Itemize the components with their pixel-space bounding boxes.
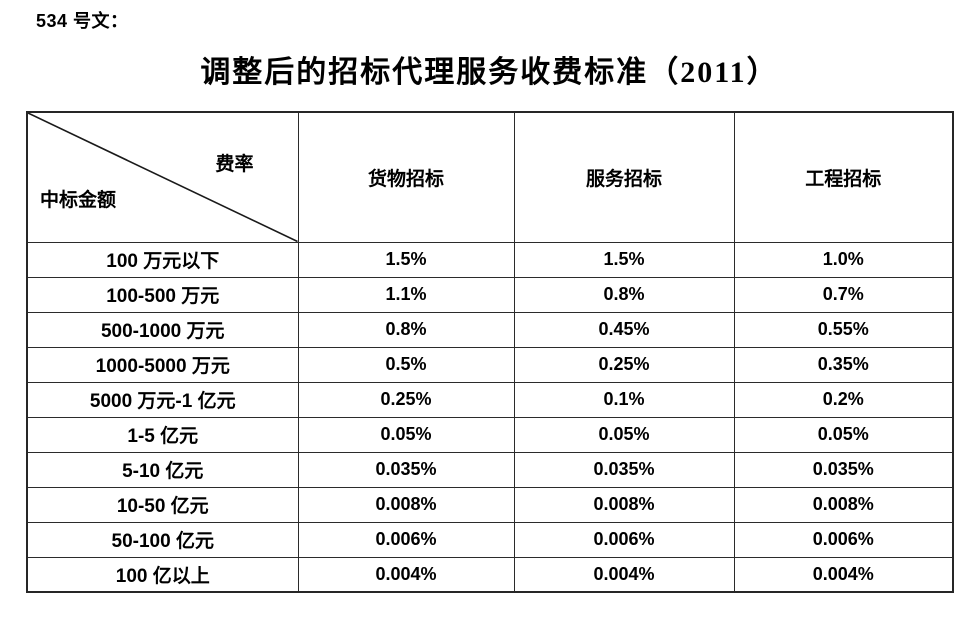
- table-row: 100 亿以上 0.004% 0.004% 0.004%: [26, 556, 954, 593]
- rate-cell: 1.5%: [297, 241, 515, 278]
- row-label: 100 万元以下: [26, 241, 299, 278]
- corner-label-rate: 费率: [215, 154, 254, 175]
- page-title: 调整后的招标代理服务收费标准（2011）: [200, 56, 779, 89]
- table-row: 500-1000 万元 0.8% 0.45% 0.55%: [26, 311, 954, 348]
- diagonal-divider-line: [28, 113, 298, 242]
- rate-cell: 0.1%: [513, 381, 735, 418]
- table-row: 5-10 亿元 0.035% 0.035% 0.035%: [26, 451, 954, 488]
- rate-cell: 0.008%: [513, 486, 735, 523]
- rate-cell: 0.006%: [733, 521, 954, 558]
- rate-cell: 1.5%: [513, 241, 735, 278]
- rate-cell: 0.05%: [733, 416, 954, 453]
- rate-cell: 1.0%: [733, 241, 954, 278]
- rate-cell: 0.004%: [297, 556, 515, 593]
- rate-cell: 0.35%: [733, 346, 954, 383]
- row-label: 100 亿以上: [26, 556, 299, 593]
- table-row: 10-50 亿元 0.008% 0.008% 0.008%: [26, 486, 954, 523]
- row-label: 5-10 亿元: [26, 451, 299, 488]
- rate-cell: 0.006%: [513, 521, 735, 558]
- fee-standard-table: 费率 中标金额 货物招标 服务招标 工程招标 100 万元以下 1.5% 1.5…: [26, 111, 954, 593]
- rate-cell: 0.55%: [733, 311, 954, 348]
- rate-cell: 0.8%: [513, 276, 735, 313]
- rate-cell: 0.05%: [297, 416, 515, 453]
- rate-cell: 0.5%: [297, 346, 515, 383]
- rate-cell: 0.05%: [513, 416, 735, 453]
- rate-cell: 0.004%: [733, 556, 954, 593]
- rate-cell: 0.008%: [297, 486, 515, 523]
- rate-cell: 0.7%: [733, 276, 954, 313]
- table-header-row: 费率 中标金额 货物招标 服务招标 工程招标: [26, 111, 954, 243]
- rate-cell: 0.25%: [513, 346, 735, 383]
- rate-cell: 0.035%: [513, 451, 735, 488]
- rate-cell: 0.2%: [733, 381, 954, 418]
- corner-label-bid-amount: 中标金额: [40, 189, 117, 211]
- row-label: 1000-5000 万元: [26, 346, 299, 383]
- row-label: 100-500 万元: [26, 276, 299, 313]
- column-header-goods: 货物招标: [297, 111, 515, 243]
- table-row: 1-5 亿元 0.05% 0.05% 0.05%: [26, 416, 954, 453]
- table-row: 100 万元以下 1.5% 1.5% 1.0%: [26, 241, 954, 278]
- column-header-service: 服务招标: [513, 111, 735, 243]
- row-label: 1-5 亿元: [26, 416, 299, 453]
- table-row: 1000-5000 万元 0.5% 0.25% 0.35%: [26, 346, 954, 383]
- rate-cell: 1.1%: [297, 276, 515, 313]
- row-label: 10-50 亿元: [26, 486, 299, 523]
- column-header-works: 工程招标: [733, 111, 954, 243]
- row-label: 50-100 亿元: [26, 521, 299, 558]
- rate-cell: 0.008%: [733, 486, 954, 523]
- table-row: 5000 万元-1 亿元 0.25% 0.1% 0.2%: [26, 381, 954, 418]
- row-label: 5000 万元-1 亿元: [26, 381, 299, 418]
- table-row: 100-500 万元 1.1% 0.8% 0.7%: [26, 276, 954, 313]
- rate-cell: 0.45%: [513, 311, 735, 348]
- rate-cell: 0.8%: [297, 311, 515, 348]
- rate-cell: 0.035%: [297, 451, 515, 488]
- rate-cell: 0.035%: [733, 451, 954, 488]
- rate-cell: 0.006%: [297, 521, 515, 558]
- doc-number-label: 534 号文：: [36, 11, 129, 31]
- rate-cell: 0.25%: [297, 381, 515, 418]
- row-label: 500-1000 万元: [26, 311, 299, 348]
- rate-cell: 0.004%: [513, 556, 735, 593]
- diagonal-corner-cell: 费率 中标金额: [26, 111, 299, 243]
- table-row: 50-100 亿元 0.006% 0.006% 0.006%: [26, 521, 954, 558]
